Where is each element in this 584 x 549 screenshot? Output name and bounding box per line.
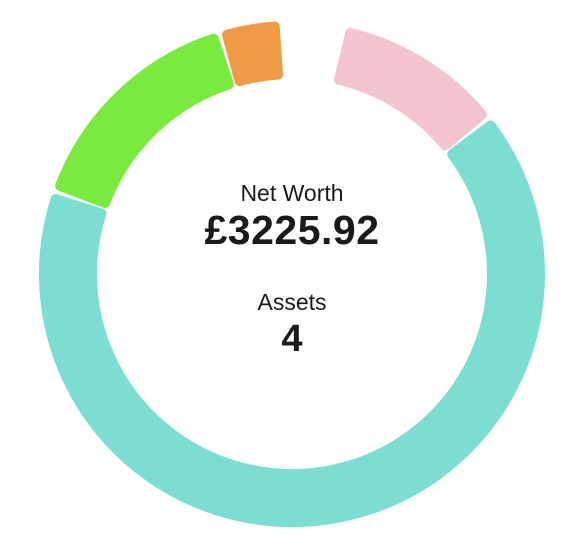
ring-segment-pink[interactable] xyxy=(334,27,487,151)
assets-count: 4 xyxy=(281,318,303,360)
net-worth-label: Net Worth xyxy=(240,180,344,206)
ring-segment-green[interactable] xyxy=(55,33,234,208)
assets-label: Assets xyxy=(257,289,327,315)
ring-segment-orange[interactable] xyxy=(221,21,284,86)
net-worth-value: £3225.92 xyxy=(204,207,380,253)
ring-segment-teal[interactable] xyxy=(39,120,545,527)
